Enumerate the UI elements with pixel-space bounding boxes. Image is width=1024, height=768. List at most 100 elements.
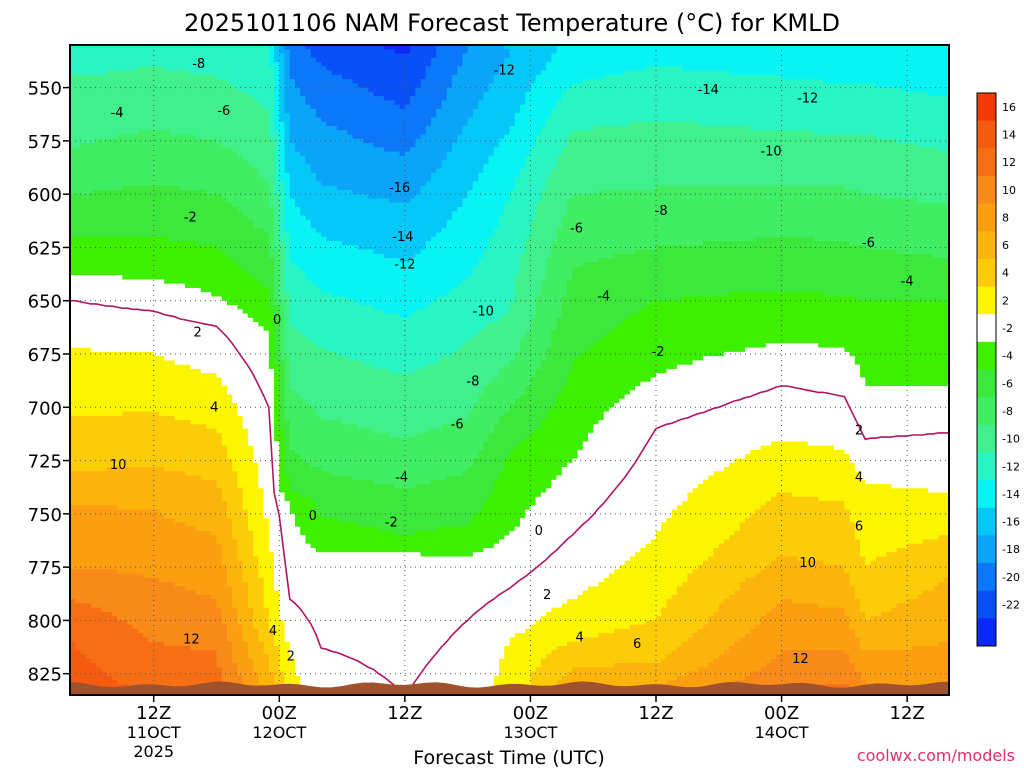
temperature-cell <box>347 475 354 523</box>
temperature-cell <box>870 385 877 485</box>
temperature-cell <box>886 611 893 651</box>
temperature-cell <box>922 45 929 93</box>
temperature-cell <box>656 616 662 664</box>
temperature-cell <box>226 45 233 84</box>
temperature-cell <box>70 641 76 695</box>
temperature-cell <box>645 66 652 123</box>
temperature-cell <box>697 245 704 298</box>
temperature-cell <box>305 496 312 545</box>
temperature-cell <box>294 151 301 208</box>
temperature-cell <box>750 513 757 579</box>
temperature-cell <box>567 45 573 89</box>
temperature-cell <box>483 164 490 251</box>
temperature-cell <box>703 667 709 694</box>
temperature-cell <box>870 650 877 685</box>
temperature-cell <box>127 134 134 187</box>
x-tick-label: 00Z <box>764 703 799 724</box>
temperature-cell <box>122 411 129 468</box>
temperature-cell <box>708 241 715 298</box>
temperature-cell <box>211 296 218 374</box>
temperature-cell <box>802 343 809 442</box>
temperature-cell <box>844 241 851 298</box>
temperature-cell <box>509 403 516 451</box>
temperature-cell <box>807 343 814 447</box>
temperature-cell <box>530 219 537 319</box>
temperature-cell <box>117 70 123 136</box>
temperature-cell <box>331 296 338 353</box>
temperature-cell <box>111 351 118 417</box>
temperature-cell <box>206 245 212 293</box>
temperature-cell <box>457 134 464 208</box>
temperature-cell <box>294 87 301 153</box>
temperature-cell <box>389 45 395 50</box>
temperature-cell <box>865 565 872 622</box>
temperature-cell <box>342 522 348 553</box>
temperature-cell <box>326 420 333 472</box>
temperature-cell <box>462 526 469 558</box>
temperature-cell <box>237 266 244 310</box>
temperature-cell <box>410 147 416 200</box>
temperature-cell <box>404 437 411 489</box>
temperature-cell <box>279 53 286 123</box>
temperature-cell <box>540 45 547 72</box>
temperature-cell <box>509 300 516 362</box>
temperature-cell <box>472 45 479 110</box>
temperature-cell <box>891 552 898 609</box>
temperature-cell <box>347 552 354 695</box>
temperature-cell <box>242 215 249 272</box>
temperature-cell <box>410 488 416 536</box>
temperature-cell <box>928 147 934 204</box>
temperature-cell <box>451 143 458 212</box>
temperature-cell <box>812 79 819 136</box>
temperature-cell <box>687 573 694 639</box>
temperature-cell <box>326 125 333 187</box>
temperature-cell <box>446 292 453 357</box>
temperature-cell <box>724 45 730 72</box>
temperature-cell <box>933 202 940 259</box>
temperature-cell <box>305 279 312 340</box>
temperature-cell <box>619 253 626 323</box>
temperature-cell <box>650 189 657 251</box>
temperature-cell <box>687 671 694 695</box>
temperature-cell <box>143 279 150 353</box>
temperature-cell <box>253 279 259 323</box>
temperature-cell <box>530 432 537 506</box>
temperature-cell <box>713 125 720 187</box>
temperature-cell <box>546 488 552 613</box>
temperature-cell <box>907 143 913 200</box>
temperature-cell <box>624 317 631 396</box>
temperature-cell <box>687 70 694 123</box>
temperature-cell <box>226 258 233 306</box>
temperature-cell <box>619 322 626 400</box>
temperature-cell <box>410 198 416 259</box>
temperature-cell <box>640 121 647 191</box>
temperature-cell <box>703 356 709 481</box>
temperature-cell <box>833 607 840 651</box>
temperature-cell <box>383 313 390 370</box>
temperature-cell <box>441 45 448 102</box>
temperature-cell <box>200 245 207 293</box>
temperature-cell <box>436 526 443 558</box>
temperature-cell <box>483 249 490 327</box>
temperature-cell <box>849 134 856 191</box>
temperature-cell <box>901 45 908 93</box>
temperature-cell <box>928 202 934 255</box>
temperature-cell <box>70 599 76 643</box>
temperature-cell <box>792 496 798 558</box>
temperature-cell <box>221 501 228 566</box>
temperature-cell <box>896 488 903 549</box>
temperature-cell <box>111 569 118 617</box>
temperature-cell <box>577 594 584 643</box>
temperature-cell <box>232 471 239 541</box>
temperature-cell <box>797 603 804 651</box>
temperature-cell <box>347 300 354 362</box>
temperature-cell <box>138 633 144 694</box>
temperature-cell <box>127 45 134 72</box>
temperature-cell <box>200 189 207 246</box>
temperature-cell <box>671 121 678 187</box>
temperature-cell <box>729 45 736 76</box>
temperature-cell <box>807 603 814 651</box>
y-tick-label: 750 <box>28 505 62 526</box>
temperature-cell <box>247 317 254 447</box>
temperature-cell <box>849 245 856 298</box>
